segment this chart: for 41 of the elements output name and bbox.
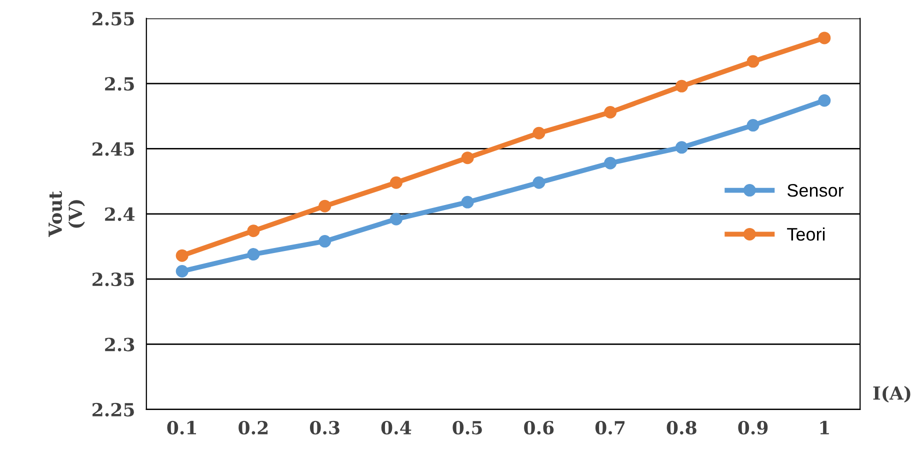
legend-label: Sensor xyxy=(787,184,844,197)
point xyxy=(318,200,332,212)
point xyxy=(318,235,332,248)
y-tick-label: 2.25 xyxy=(92,402,134,417)
point xyxy=(818,32,831,44)
point xyxy=(675,141,688,154)
point xyxy=(247,248,260,261)
x-tick-label: 1 xyxy=(820,420,829,434)
point xyxy=(176,249,188,262)
point xyxy=(818,94,831,107)
y-tick-label: 2.55 xyxy=(92,12,134,26)
point xyxy=(461,152,474,164)
y-tick-label: 2.5 xyxy=(105,77,134,91)
x-tick-label: 0.7 xyxy=(595,420,625,434)
point xyxy=(604,106,617,118)
point xyxy=(461,196,474,208)
x-axis-title: I(A) xyxy=(873,386,910,402)
y-tick-label: 2.4 xyxy=(105,207,135,222)
point xyxy=(675,80,688,92)
x-tick-label: 0.1 xyxy=(167,420,196,434)
y-tick-label: 2.45 xyxy=(92,142,134,156)
y-tick-label: 2.3 xyxy=(105,338,134,352)
point xyxy=(532,176,546,189)
x-tick-label: 0.6 xyxy=(524,420,554,434)
x-tick-label: 0.8 xyxy=(666,420,696,434)
point xyxy=(176,264,188,278)
x-tick-label: 0.3 xyxy=(310,420,340,434)
point xyxy=(390,176,402,189)
point xyxy=(746,55,760,68)
y-tick-label: 2.35 xyxy=(92,272,134,286)
point xyxy=(390,212,402,226)
x-tick-label: 0.9 xyxy=(738,420,768,434)
point xyxy=(604,156,617,170)
x-tick-label: 0.2 xyxy=(238,420,268,434)
point xyxy=(746,119,760,132)
x-tick-label: 0.4 xyxy=(381,420,412,434)
legend-label: Teori xyxy=(787,227,825,241)
point xyxy=(532,126,546,140)
point xyxy=(247,224,260,238)
y-axis-title: Vout (V) xyxy=(48,191,85,237)
x-tick-label: 0.5 xyxy=(452,420,482,434)
